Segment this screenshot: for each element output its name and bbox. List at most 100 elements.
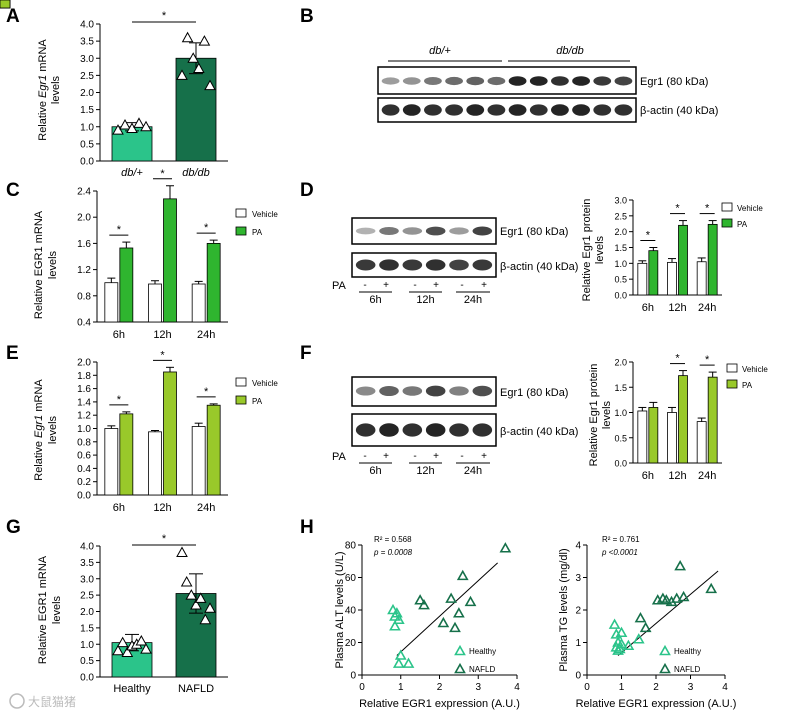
- d-band: [472, 226, 493, 236]
- c-bar-pa: [206, 242, 221, 323]
- b-blot-egr1: [377, 66, 637, 95]
- d-legend-swatch-vehicle: [721, 202, 733, 212]
- a-ylabel-2: levels: [50, 75, 62, 104]
- f-time-labels: 6h 12h 24h: [359, 462, 490, 477]
- d-band: [472, 259, 493, 271]
- d-band: [425, 226, 446, 236]
- h-left-point-nafld: [418, 598, 430, 610]
- d-pa-sign: -: [460, 280, 463, 291]
- e-sig-star: *: [160, 349, 165, 361]
- e-bar-pa: [163, 371, 177, 496]
- d-chart: 0.0 0.5 1.0 1.5 2.0 2.5 3.0 * 6h * 12h * 24h Vehicle P…: [614, 196, 763, 315]
- g-data-point: [121, 646, 134, 657]
- e-legend-swatch-pa: [235, 395, 247, 405]
- b-band: [445, 104, 463, 116]
- d-ytick-label: 3.0: [614, 196, 627, 206]
- b-band: [593, 76, 612, 86]
- d-band: [379, 227, 399, 235]
- d-band: [355, 227, 376, 235]
- e-bar-vehicle: [104, 428, 119, 496]
- g-ylabel-2: levels: [51, 595, 63, 624]
- h-right-point-healthy: [608, 618, 621, 629]
- g-data-point: [112, 644, 124, 656]
- f-category-label: 12h: [668, 470, 686, 482]
- h-left-point-healthy: [389, 620, 401, 631]
- h-right-ylabel: Plasma TG levels (mg/dl): [558, 548, 570, 671]
- d-time-label: 24h: [464, 294, 482, 306]
- a-data-point: [112, 124, 124, 135]
- e-ytick-label: 1.0: [77, 424, 91, 435]
- a-ytick-label: 1.0: [80, 122, 94, 133]
- c-ytick-label: 0.4: [77, 318, 91, 329]
- f-pa-sign: -: [363, 451, 366, 462]
- f-sig-star: *: [675, 353, 680, 365]
- g-chart: 0.0 0.5 1.0 1.5 2.0 2.5 3.0 3.5 4.0 Healthy NAFLD *: [80, 533, 228, 695]
- h-right-xlabel: Relative EGR1 expression (A.U.): [576, 698, 737, 710]
- f-time-label: 6h: [369, 465, 381, 477]
- h-right-p: p <0.0001: [601, 548, 638, 557]
- f-band: [355, 386, 376, 396]
- f-pa-sign: -: [460, 451, 463, 462]
- h-right-xtick-label: 3: [688, 682, 694, 693]
- g-ytick-label: 2.5: [80, 591, 94, 602]
- h-left-point-healthy: [392, 657, 405, 668]
- e-legend-swatch-vehicle: [235, 377, 247, 387]
- c-ylabel-2: levels: [47, 250, 59, 279]
- b-band: [572, 104, 590, 116]
- h-right-chart: 0 1 2 3 4 0 1 2 3 4 Relative EGR1 expression (A.U.…: [558, 541, 736, 711]
- f-ylabel: Relative Egr1 protein: [588, 364, 600, 467]
- e-ylabel: Relative Egr1 mRNA: [33, 379, 45, 481]
- f-bar-pa: [707, 376, 718, 464]
- b-band: [572, 76, 590, 86]
- f-band: [402, 423, 423, 437]
- g-ytick-label: 0.5: [80, 656, 94, 667]
- d-sig-star: *: [646, 230, 651, 242]
- b-band: [487, 76, 506, 86]
- h-right-point-healthy: [610, 641, 623, 652]
- e-category-label: 24h: [197, 502, 215, 514]
- e-ytick-label: 0.4: [77, 464, 91, 475]
- b-band-label-actin: β-actin (40 kDa): [640, 105, 718, 117]
- h-left-point-nafld: [453, 607, 465, 618]
- g-data-point: [199, 613, 212, 625]
- b-band: [529, 76, 548, 86]
- e-legend-label-vehicle: Vehicle: [252, 379, 278, 388]
- b-blot-actin: [377, 97, 637, 123]
- c-ytick-label: 0.8: [77, 291, 91, 302]
- g-ytick-label: 3.0: [80, 574, 94, 585]
- d-legend-swatch-pa: [721, 218, 733, 228]
- d-ytick-label: 1.5: [614, 243, 627, 253]
- f-bar-vehicle: [696, 421, 707, 464]
- d-band: [402, 259, 423, 271]
- e-sig-star: *: [117, 394, 122, 406]
- e-bar-vehicle: [148, 431, 162, 496]
- e-ytick-label: 0.0: [77, 491, 91, 502]
- h-left-xtick-label: 1: [398, 682, 404, 693]
- a-ytick-label: 0.5: [80, 139, 94, 150]
- f-ytick-label: 0.0: [614, 459, 627, 469]
- watermark-text: 大鼠猫猪: [28, 695, 76, 709]
- f-time-label: 24h: [464, 465, 482, 477]
- h-right-ytick-label: 4: [575, 541, 581, 552]
- d-band: [425, 259, 446, 271]
- b-band: [424, 77, 442, 85]
- a-data-point: [140, 120, 152, 132]
- h-left-legend-marker-nafld: [454, 662, 466, 674]
- h-left-point-nafld: [456, 569, 469, 581]
- c-category-label: 6h: [113, 329, 125, 341]
- a-data-point: [187, 52, 200, 63]
- c-legend-label-vehicle: Vehicle: [0, 0, 26, 2]
- c-sig-star: *: [204, 222, 209, 234]
- h-right-xtick-label: 2: [653, 682, 659, 693]
- a-ytick-label: 4.0: [80, 20, 94, 31]
- f-pa-signs: - + - + - +: [363, 451, 487, 462]
- a-data-point: [126, 122, 138, 133]
- b-band: [508, 76, 527, 86]
- f-band: [449, 423, 469, 437]
- a-data-point: [176, 69, 188, 80]
- d-bar-vehicle: [696, 261, 707, 296]
- b-band: [466, 104, 485, 116]
- panel-letter-h: H: [300, 517, 314, 538]
- e-ytick-label: 1.4: [77, 397, 91, 408]
